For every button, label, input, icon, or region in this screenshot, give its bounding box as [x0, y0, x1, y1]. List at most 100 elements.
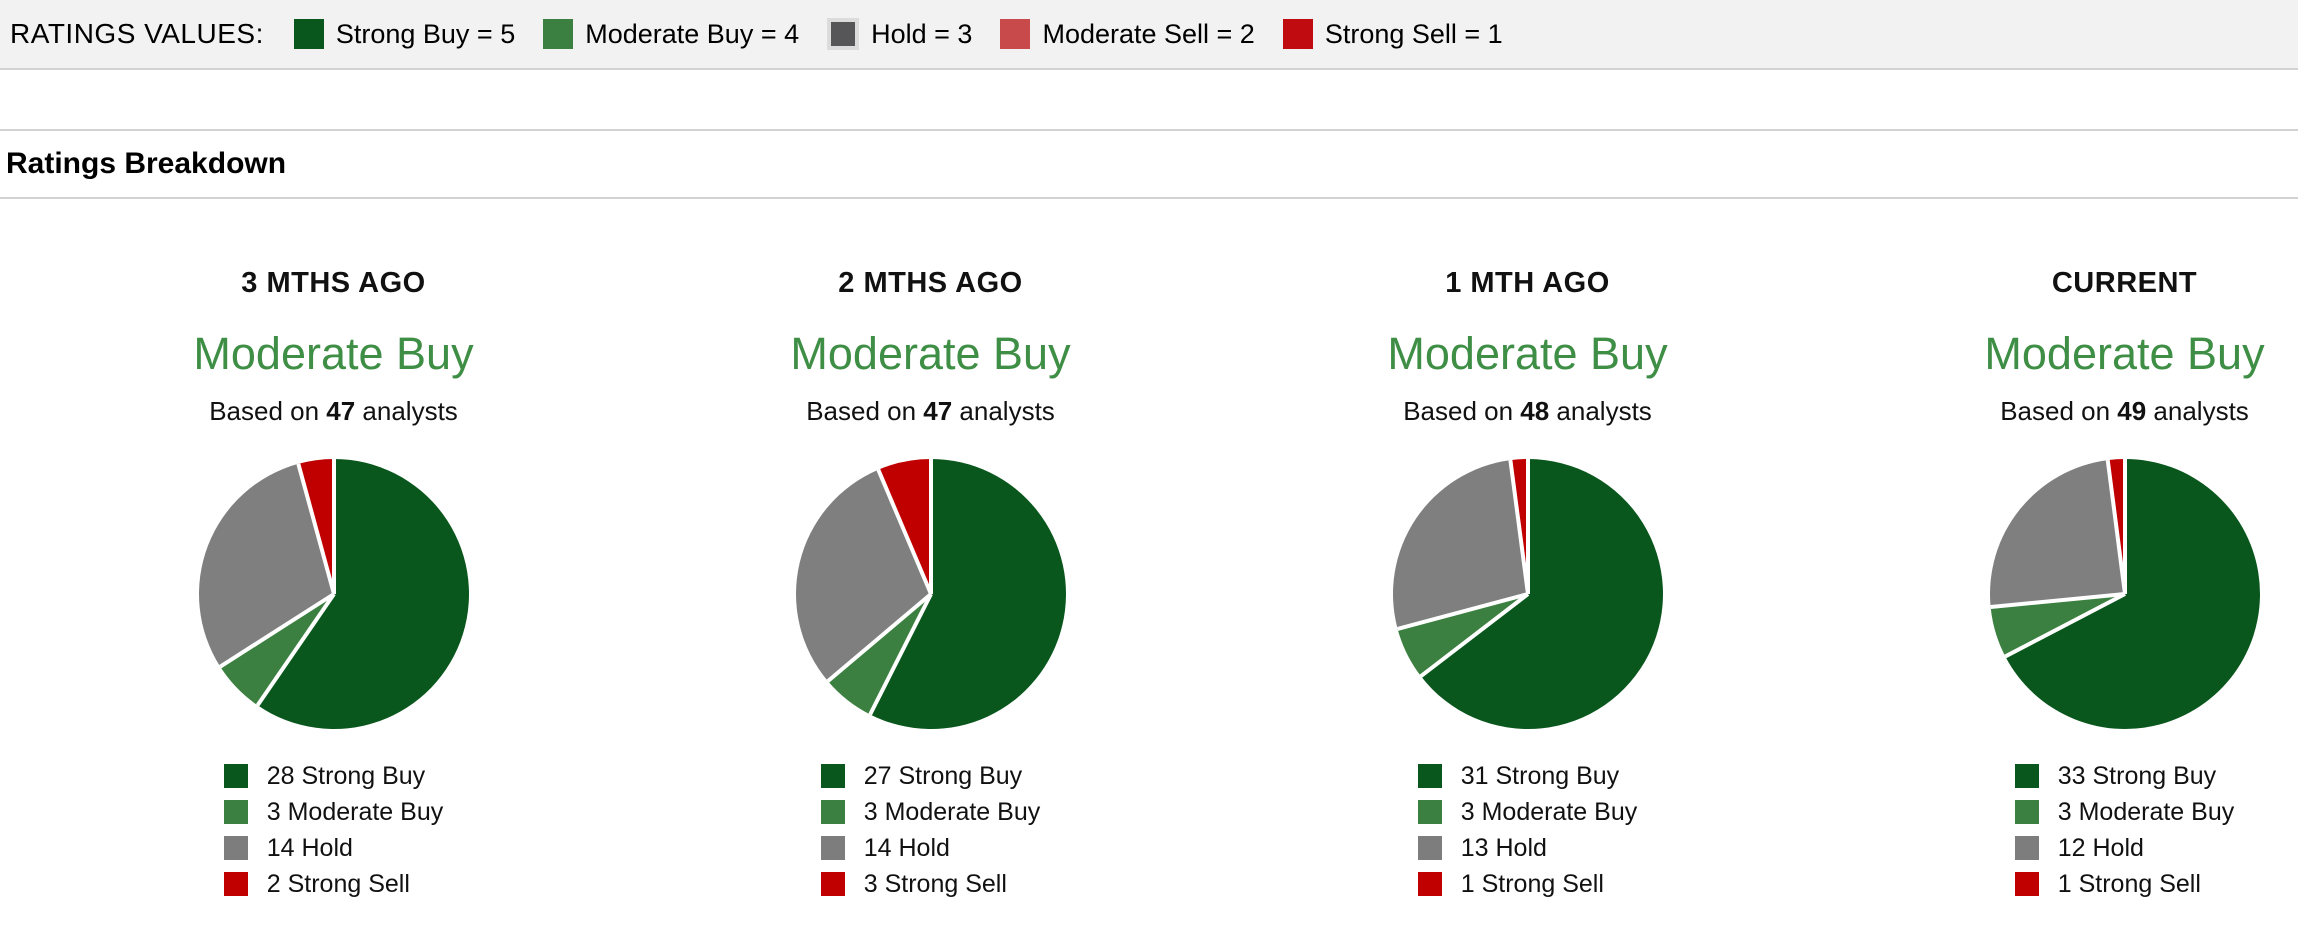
- legend-row-strong-buy: 27 Strong Buy: [820, 761, 1041, 791]
- moderate-sell-value-label: Moderate Sell = 2: [1042, 18, 1255, 49]
- analyst-count: 47: [923, 396, 953, 426]
- legend-row-strong-sell: 2 Strong Sell: [223, 869, 444, 899]
- based-on-prefix: Based on: [1403, 396, 1521, 426]
- column-1-mth-ago: 1 MTH AGO Moderate Buy Based on 48 analy…: [1229, 199, 1826, 905]
- analyst-count: 48: [1520, 396, 1550, 426]
- legend-row-strong-sell: 1 Strong Sell: [2014, 869, 2235, 899]
- legend-label: 13 Hold: [1460, 833, 1547, 862]
- hold-chip-icon: [2014, 836, 2039, 860]
- hold-value-label: Hold = 3: [871, 18, 973, 49]
- legend-row-strong-buy: 31 Strong Buy: [1417, 761, 1638, 791]
- legend-label: 3 Moderate Buy: [863, 797, 1041, 826]
- legend-label: 2 Strong Sell: [266, 869, 410, 898]
- legend-label: 14 Hold: [863, 833, 950, 862]
- legend-label: 33 Strong Buy: [2057, 761, 2217, 790]
- strong-buy-chip-icon: [820, 764, 845, 788]
- column-3-mths-ago: 3 MTHS AGO Moderate Buy Based on 47 anal…: [35, 199, 632, 905]
- section-header: Ratings Breakdown: [0, 131, 2298, 199]
- legend-row-moderate-buy: 3 Moderate Buy: [2014, 797, 2235, 827]
- legend-label: 14 Hold: [266, 833, 353, 862]
- based-on-prefix: Based on: [806, 396, 924, 426]
- legend-row-hold: 12 Hold: [2014, 833, 2235, 863]
- legend-row-moderate-buy: 3 Moderate Buy: [820, 797, 1041, 827]
- period-label: 2 MTHS AGO: [838, 267, 1023, 299]
- column-current: CURRENT Moderate Buy Based on 49 analyst…: [1826, 199, 2298, 905]
- legend-label: 1 Strong Sell: [2057, 869, 2201, 898]
- consensus-rating: Moderate Buy: [193, 328, 474, 379]
- moderate-buy-chip-icon: [1417, 800, 1442, 824]
- analyst-count-line: Based on 47 analysts: [632, 396, 1229, 427]
- legend-row-moderate-buy: 3 Moderate Buy: [223, 797, 443, 827]
- pie-chart: [1989, 459, 2260, 729]
- pie-chart-wrap: [35, 457, 632, 731]
- legend-label: 27 Strong Buy: [863, 761, 1023, 790]
- strong-sell-chip-icon: [2014, 872, 2039, 896]
- pie-chart: [198, 459, 469, 729]
- ratings-value-moderate-sell: Moderate Sell = 2: [1000, 18, 1255, 50]
- pie-legend: 28 Strong Buy 3 Moderate Buy 14 Hold 2 S…: [223, 761, 444, 905]
- based-on-suffix: analysts: [2146, 396, 2249, 426]
- hold-chip-icon: [820, 836, 845, 860]
- hold-color-chip: [827, 18, 860, 50]
- based-on-suffix: analysts: [1549, 396, 1652, 426]
- based-on-prefix: Based on: [2000, 396, 2118, 426]
- consensus-rating: Moderate Buy: [1387, 328, 1668, 379]
- based-on-suffix: analysts: [355, 396, 458, 426]
- empty-toolbar-strip: [0, 70, 2298, 131]
- legend-label: 12 Hold: [2057, 833, 2144, 862]
- ratings-value-strong-buy: Strong Buy = 5: [293, 19, 515, 50]
- legend-row-hold: 14 Hold: [820, 833, 1041, 863]
- legend-row-hold: 13 Hold: [1417, 833, 1638, 863]
- moderate-buy-color-chip: [543, 19, 574, 49]
- strong-sell-chip-icon: [223, 872, 248, 896]
- hold-chip-icon: [1417, 836, 1442, 860]
- strong-sell-chip-icon: [1417, 872, 1442, 896]
- legend-row-moderate-buy: 3 Moderate Buy: [1417, 797, 1638, 827]
- legend-label: 3 Strong Sell: [863, 869, 1007, 898]
- analyst-count-line: Based on 48 analysts: [1229, 396, 1826, 427]
- pie-chart-wrap: [632, 457, 1229, 731]
- legend-row-strong-sell: 1 Strong Sell: [1417, 869, 1638, 899]
- legend-label: 28 Strong Buy: [266, 761, 426, 790]
- page-title: Ratings Breakdown: [6, 147, 287, 180]
- legend-row-hold: 14 Hold: [223, 833, 444, 863]
- pie-legend: 33 Strong Buy 3 Moderate Buy 12 Hold 1 S…: [2014, 761, 2235, 905]
- legend-label: 1 Strong Sell: [1460, 869, 1604, 898]
- consensus-rating: Moderate Buy: [790, 328, 1071, 379]
- column-2-mths-ago: 2 MTHS AGO Moderate Buy Based on 47 anal…: [632, 199, 1229, 905]
- based-on-suffix: analysts: [952, 396, 1055, 426]
- ratings-value-moderate-buy: Moderate Buy = 4: [543, 19, 799, 50]
- pie-legend: 31 Strong Buy 3 Moderate Buy 13 Hold 1 S…: [1417, 761, 1638, 905]
- strong-sell-chip-icon: [820, 872, 845, 896]
- period-label: 3 MTHS AGO: [241, 267, 426, 299]
- legend-label: 3 Moderate Buy: [1460, 797, 1638, 826]
- strong-buy-chip-icon: [223, 764, 248, 788]
- based-on-prefix: Based on: [209, 396, 327, 426]
- analyst-count-line: Based on 49 analysts: [1826, 396, 2298, 427]
- pie-chart-wrap: [1826, 457, 2298, 731]
- legend-label: 31 Strong Buy: [1460, 761, 1620, 790]
- strong-buy-color-chip: [293, 19, 324, 49]
- ratings-value-strong-sell: Strong Sell = 1: [1282, 18, 1503, 50]
- moderate-buy-chip-icon: [820, 800, 845, 824]
- analyst-count: 49: [2117, 396, 2147, 426]
- period-label: CURRENT: [2051, 267, 2198, 299]
- hold-chip-icon: [223, 836, 248, 860]
- legend-label: 3 Moderate Buy: [2057, 797, 2235, 826]
- pie-chart-wrap: [1229, 457, 1826, 731]
- period-label: 1 MTH AGO: [1445, 267, 1610, 299]
- pie-chart: [795, 459, 1066, 729]
- legend-row-strong-buy: 28 Strong Buy: [223, 761, 444, 791]
- ratings-breakdown-columns: 3 MTHS AGO Moderate Buy Based on 47 anal…: [0, 199, 2298, 905]
- moderate-sell-color-chip: [1000, 19, 1031, 49]
- pie-legend: 27 Strong Buy 3 Moderate Buy 14 Hold 3 S…: [820, 761, 1041, 905]
- analyst-count-line: Based on 47 analysts: [35, 396, 632, 427]
- ratings-value-hold: Hold = 3: [827, 18, 972, 50]
- ratings-values-bar: RATINGS VALUES: Strong Buy = 5 Moderate …: [0, 0, 2298, 70]
- analyst-count: 47: [326, 396, 356, 426]
- strong-buy-chip-icon: [2014, 764, 2039, 788]
- strong-buy-chip-icon: [1417, 764, 1442, 788]
- legend-row-strong-buy: 33 Strong Buy: [2014, 761, 2235, 791]
- strong-sell-value-label: Strong Sell = 1: [1324, 18, 1503, 49]
- moderate-buy-value-label: Moderate Buy = 4: [585, 18, 800, 49]
